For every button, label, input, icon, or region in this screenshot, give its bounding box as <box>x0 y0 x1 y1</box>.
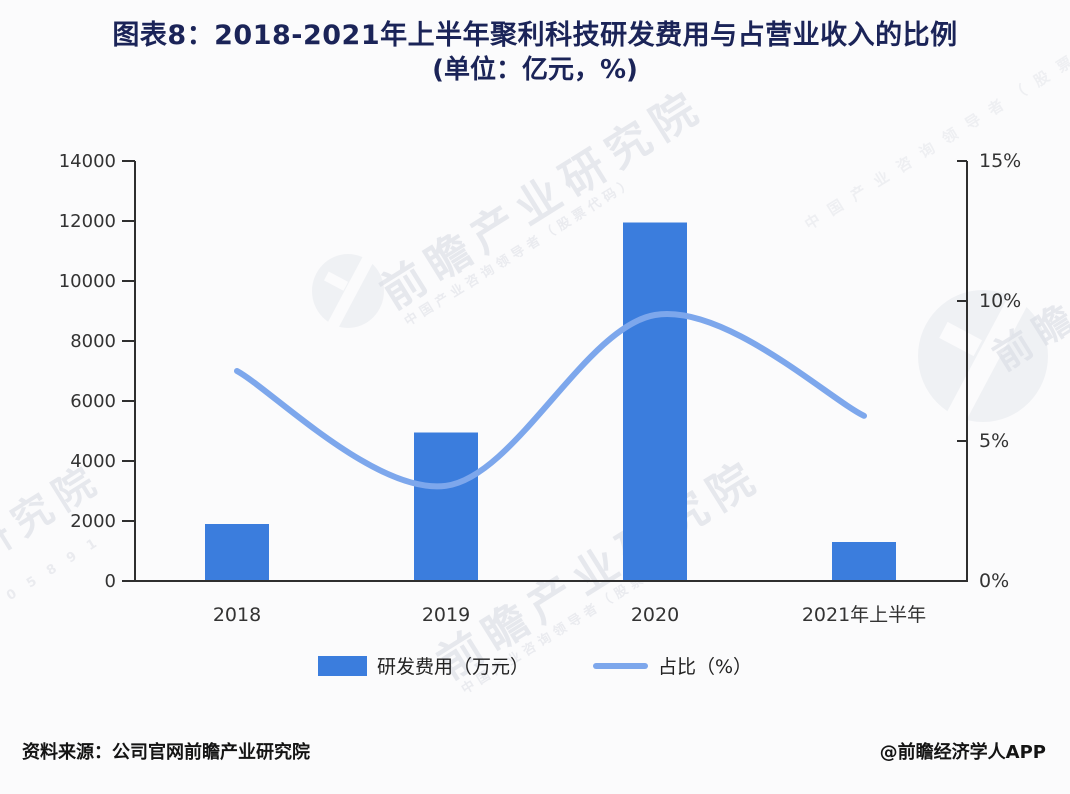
left-tick-label: 0 <box>105 571 116 592</box>
legend-bar-label: 研发费用（万元） <box>376 656 529 678</box>
chart-title: 图表8：2018-2021年上半年聚利科技研发费用与占营业收入的比例 (单位：亿… <box>0 18 1070 86</box>
ratio-line <box>234 311 867 490</box>
credit-text: @前瞻经济学人APP <box>879 742 1046 763</box>
x-axis-label: 2020 <box>631 604 679 626</box>
left-tick-label: 8000 <box>70 331 116 352</box>
plot-area: 0 2000 4000 6000 8000 10000 12000 14000 0% 5% 10% 1… <box>59 150 1022 626</box>
left-tick-label: 10000 <box>59 271 116 292</box>
x-axis-label: 2018 <box>213 604 261 626</box>
source-text: 资料来源：公司官网前瞻产业研究院 <box>22 742 310 763</box>
x-axis-label: 2019 <box>422 604 470 626</box>
bar-series-swatch-icon <box>317 655 367 676</box>
bar-2019 <box>414 432 478 581</box>
left-tick-label: 4000 <box>70 451 116 472</box>
left-tick-label: 6000 <box>70 391 116 412</box>
right-tick-label: 5% <box>979 430 1009 452</box>
legend-line-label: 占比（%） <box>657 656 753 678</box>
x-axis-label: 2021年上半年 <box>802 604 926 626</box>
chart-title-line2: (单位：亿元，%) <box>432 55 638 85</box>
left-tick-label: 12000 <box>59 211 116 232</box>
bar-2021年上半年 <box>832 542 896 581</box>
legend-item-line: 占比（%） <box>592 652 753 679</box>
legend: 研发费用（万元） 占比（%） <box>0 652 1070 679</box>
legend-item-bar: 研发费用（万元） <box>317 652 529 679</box>
left-tick-label: 14000 <box>59 151 116 172</box>
left-tick-label: 2000 <box>70 511 116 532</box>
bar-2018 <box>205 524 269 581</box>
right-tick-label: 15% <box>979 150 1021 172</box>
bar-2020 <box>623 222 687 581</box>
right-tick-label: 10% <box>979 290 1021 312</box>
right-tick-label: 0% <box>979 570 1009 592</box>
line-series-swatch-icon <box>592 662 648 669</box>
chart-title-line1: 图表8：2018-2021年上半年聚利科技研发费用与占营业收入的比例 <box>112 20 958 51</box>
